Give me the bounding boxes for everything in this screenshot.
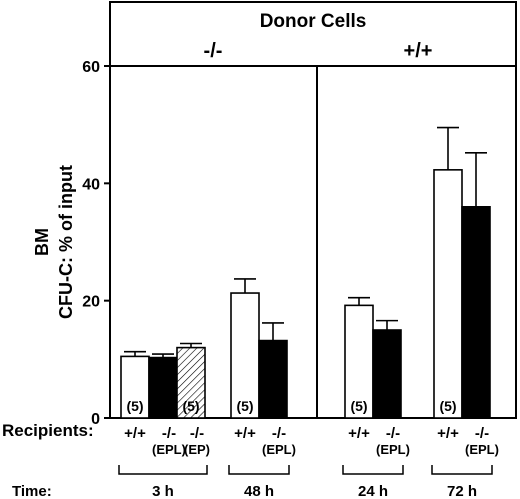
- time-group-label: 72 h: [447, 483, 477, 499]
- recipient-genotype: -/-: [162, 425, 176, 442]
- recipient-genotype: -/-: [272, 425, 286, 442]
- sample-size-label: (5): [350, 398, 367, 414]
- recipient-genotype: +/+: [348, 425, 370, 442]
- y-tick-label: 60: [82, 59, 100, 76]
- recipient-genotype: +/+: [234, 425, 256, 442]
- time-label: Time:: [12, 483, 52, 499]
- sample-size-label: (5): [236, 398, 253, 414]
- time-group-label: 48 h: [244, 483, 274, 499]
- recipient-genotype: +/+: [124, 425, 146, 442]
- header-title: Donor Cells: [260, 11, 367, 32]
- sample-size-label: 14: [155, 398, 171, 414]
- y-axis: 0 20 40 60: [82, 59, 110, 428]
- y-tick-label: 40: [82, 176, 100, 193]
- recipient-strain: (EPL): [152, 442, 186, 457]
- recipients-label: Recipients:: [2, 421, 94, 440]
- y-axis-title-line1: BM: [32, 228, 52, 256]
- recipient-strain: (EPL): [262, 442, 296, 457]
- recipient-strain: (EPL): [376, 442, 410, 457]
- time-group-label: 24 h: [358, 483, 388, 499]
- y-axis-title-line2: CFU-C: % of input: [56, 165, 76, 319]
- sample-size-label: (5): [182, 398, 199, 414]
- sample-size-label: (5): [264, 398, 281, 414]
- bar: [258, 339, 288, 419]
- recipient-genotype: +/+: [437, 425, 459, 442]
- sample-size-label: (5): [439, 398, 456, 414]
- time-bracket: [342, 465, 404, 475]
- y-tick-label: 20: [82, 294, 100, 311]
- recipient-strain: (EP): [184, 442, 210, 457]
- recipient-genotype: -/-: [386, 425, 400, 442]
- recipient-strain: (EPL): [465, 442, 499, 457]
- panel-label-wildtype: +/+: [404, 40, 433, 62]
- plot-frame: [109, 1, 517, 419]
- sample-size-label: (5): [467, 398, 484, 414]
- x-labels-layer: +/+ -/-(EPL)-/-(EP)+/+ -/-(EPL)+/+ -/-(EPL)…: [118, 425, 499, 499]
- y-tick-label: 0: [91, 411, 100, 428]
- panel-label-knockout: -/-: [204, 40, 223, 62]
- recipient-genotype: -/-: [190, 425, 204, 442]
- bar: [433, 169, 463, 419]
- sample-size-label: (5): [126, 398, 143, 414]
- time-bracket: [118, 465, 208, 475]
- bar: [461, 206, 491, 419]
- sample-size-label: (5): [378, 398, 395, 414]
- recipient-genotype: -/-: [475, 425, 489, 442]
- time-bracket: [431, 465, 493, 475]
- bars-layer: (5) 14 (5) (5) (5) (5) (5) (5) (5): [120, 126, 491, 419]
- time-group-label: 3 h: [152, 483, 174, 499]
- time-bracket: [228, 465, 290, 475]
